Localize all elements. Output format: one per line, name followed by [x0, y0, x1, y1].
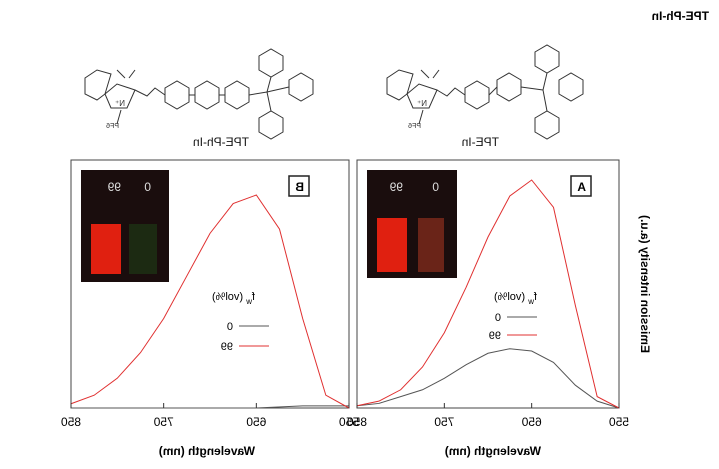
ring-a5 [464, 80, 490, 110]
panel-label-box-a [570, 175, 592, 197]
structure-b [84, 48, 314, 140]
ethyl-a [418, 109, 424, 125]
indolium-b [104, 83, 136, 109]
plot-a [356, 179, 620, 409]
legend-99-a: 99 [489, 330, 501, 342]
ring-b3 [288, 72, 314, 102]
inset-label-b-left: 0 [144, 180, 151, 194]
ring-b2 [258, 110, 284, 140]
me-a2 [420, 69, 430, 79]
xlabel-a: Wavelength (nm) [445, 444, 541, 458]
legend-0-a: 0 [495, 312, 501, 324]
counterion-b: PF6 [106, 123, 119, 130]
vinyl-a [436, 87, 466, 97]
structure-a [386, 44, 584, 140]
vial-a-right [377, 218, 407, 272]
benz-a [386, 69, 414, 101]
bond-b3 [266, 86, 290, 93]
ring-a3 [558, 72, 584, 102]
inset-label-a-right: 99 [389, 180, 403, 194]
ring-b1 [258, 48, 284, 78]
panel-label-a: A [577, 180, 586, 194]
inset-label-b-right: 99 [107, 180, 121, 194]
inset-label-a-left: 0 [432, 180, 439, 194]
ring-b4 [224, 80, 250, 110]
bond-b2 [266, 91, 272, 112]
series-0-line [71, 405, 349, 409]
bond-a3 [520, 86, 544, 91]
x-tick-label: 750 [434, 415, 454, 429]
x-tick-label: 650 [246, 415, 266, 429]
ring-a2 [534, 110, 560, 140]
vial-a-left [418, 218, 444, 272]
ethyl-b [116, 109, 122, 125]
header-title: TPE-Ph-In [652, 9, 709, 23]
x-ticks-a: 550 650 750 850 [347, 403, 629, 429]
x-tick-label: 650 [521, 415, 541, 429]
series-99-line [70, 194, 350, 409]
counterion-a: PF6 [408, 123, 421, 130]
vial-b-left [129, 224, 157, 274]
benz-b [84, 69, 112, 101]
n-plus-a: N⁺ [417, 99, 427, 108]
ring-a1 [534, 44, 560, 74]
me-b2 [116, 69, 126, 79]
x-tick-label: 850 [347, 415, 367, 429]
vinyl-b [134, 87, 166, 97]
ylabel-a: Emission intensity (a.u.) [638, 215, 652, 353]
x-tick-label: 550 [339, 415, 359, 429]
legend-0-b: 0 [227, 321, 233, 333]
compound-label-b: TPE-Ph-In [193, 135, 249, 149]
legend-title-b: fw (vol%) [212, 291, 255, 306]
ring-b6 [164, 80, 190, 110]
x-tick-label: 850 [61, 415, 81, 429]
ring-a4 [496, 72, 522, 102]
x-tick-label: 550 [609, 415, 629, 429]
indolium-a [406, 83, 438, 109]
bond-b4 [248, 91, 268, 96]
bond-b1 [266, 76, 272, 93]
bond-a2 [542, 89, 548, 112]
x-ticks-b: 550 650 750 850 [61, 403, 359, 429]
panel-label-b: B [295, 180, 304, 194]
x-tick-label: 750 [153, 415, 173, 429]
compound-label-a: TPE-In [462, 135, 499, 149]
series-99-line [356, 179, 620, 409]
bond-a1 [542, 72, 548, 91]
legend-title-a: fw (vol%) [494, 291, 537, 306]
bond-a4 [488, 86, 498, 96]
me-b1 [128, 69, 136, 79]
vial-b-right [91, 224, 121, 274]
xlabel-b: Wavelength (nm) [159, 444, 255, 458]
legend-99-b: 99 [221, 341, 233, 353]
plot-b [70, 194, 350, 409]
me-a1 [432, 69, 440, 79]
panel-label-box-b [288, 175, 310, 197]
n-plus-b: N⁺ [115, 99, 125, 108]
ring-b5 [194, 80, 220, 110]
series-0-line [356, 348, 620, 409]
